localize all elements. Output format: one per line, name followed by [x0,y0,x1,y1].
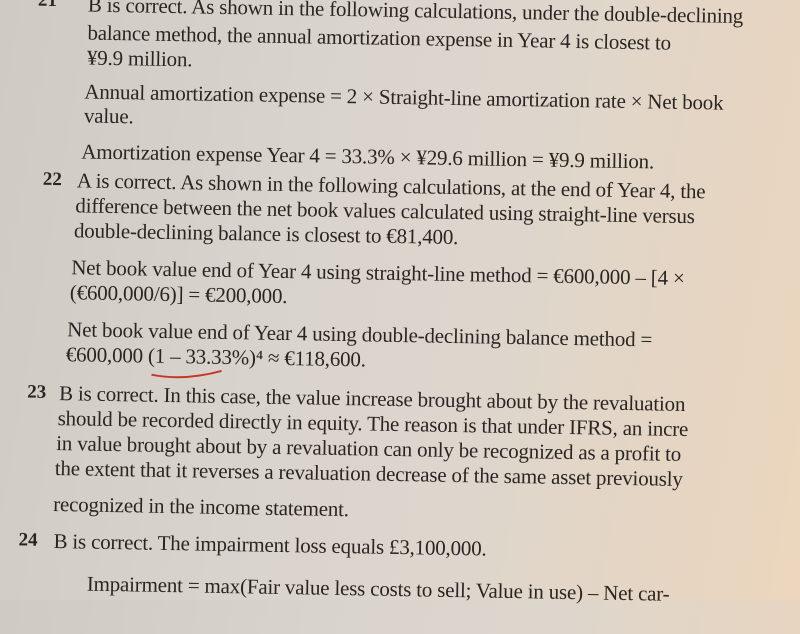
answer-number: 23 [26,381,47,403]
answer-text-line: recognized in the income statement. [53,492,350,522]
answer-number: 24 [18,529,38,551]
